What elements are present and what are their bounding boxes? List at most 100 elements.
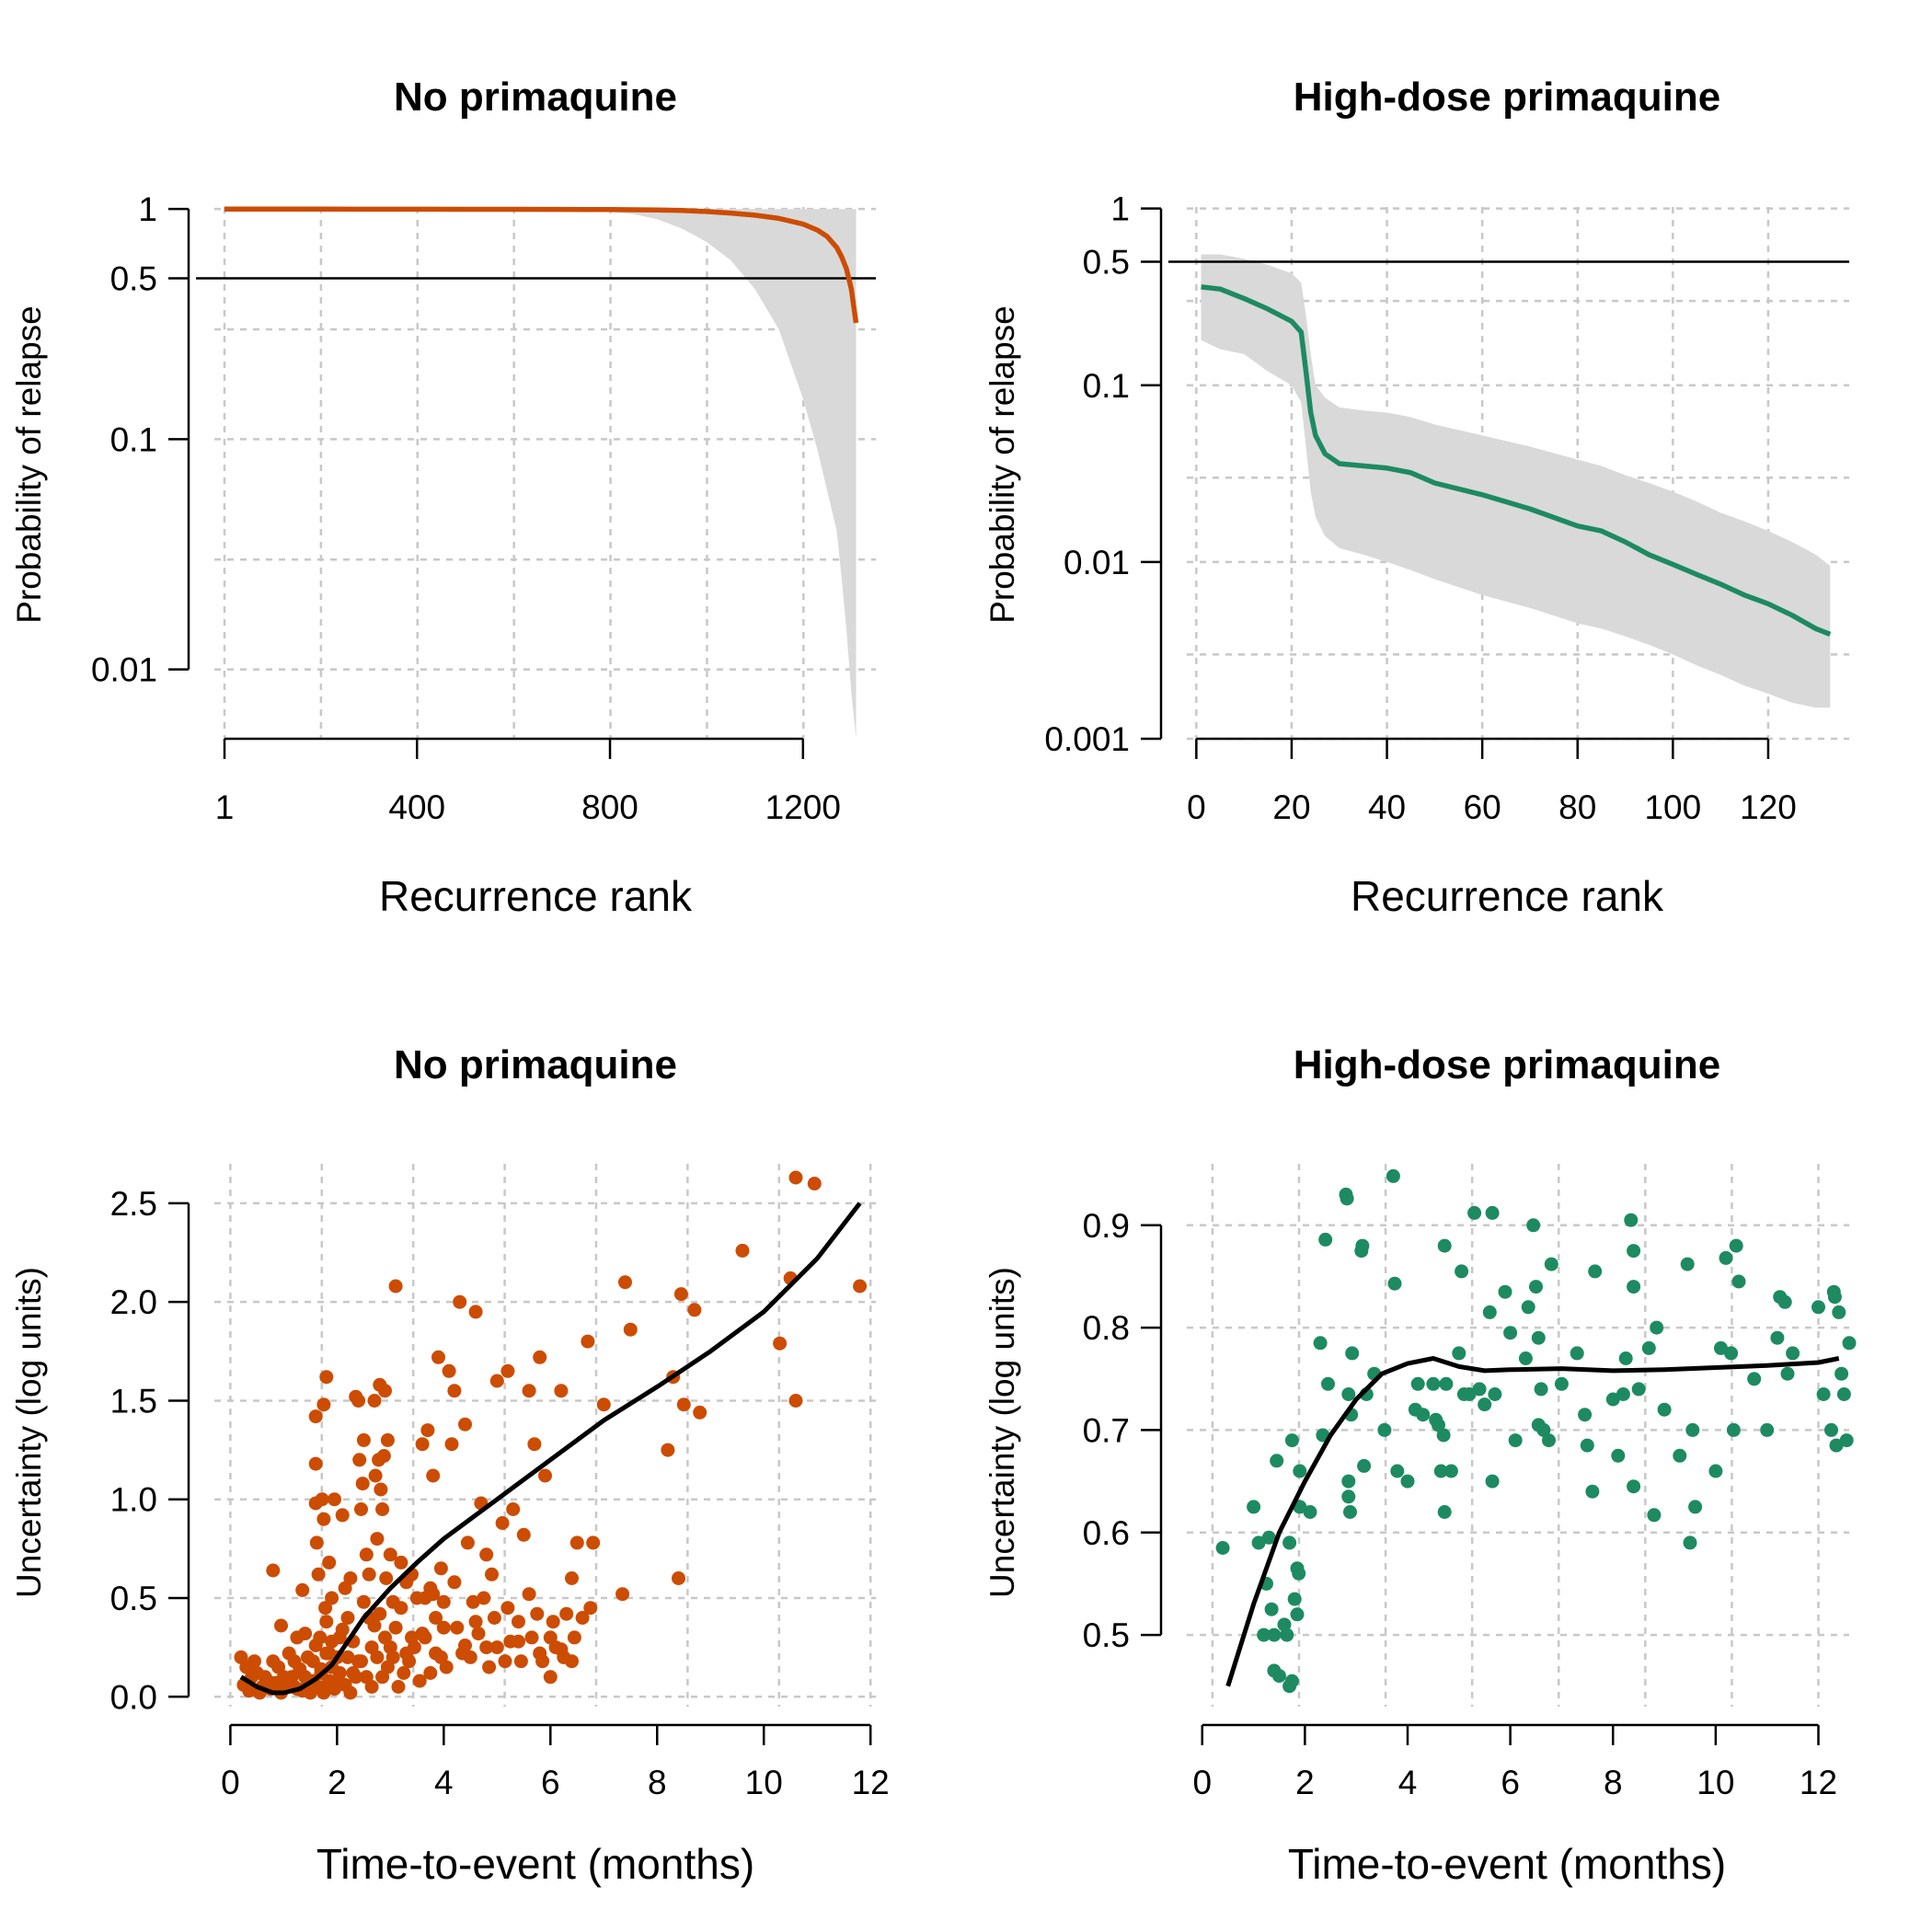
data-point	[482, 1660, 497, 1674]
data-point	[1526, 1218, 1541, 1233]
x-tick-label: 12	[1800, 1764, 1837, 1801]
data-point	[524, 1630, 539, 1645]
y-tick-label: 0.01	[91, 651, 157, 689]
data-point	[415, 1627, 430, 1641]
data-point	[1641, 1340, 1656, 1355]
data-point	[1443, 1464, 1458, 1478]
y-tick-label: 1.0	[110, 1481, 157, 1519]
data-point	[319, 1646, 334, 1661]
data-point	[383, 1547, 397, 1562]
data-point	[1340, 1191, 1354, 1206]
data-point	[354, 1502, 368, 1516]
data-point	[788, 1170, 803, 1185]
data-point	[1267, 1627, 1282, 1642]
data-point	[1400, 1474, 1415, 1489]
data-point	[1293, 1464, 1307, 1478]
y-axis-label: Uncertainty (log units)	[10, 1267, 48, 1598]
data-point	[1708, 1464, 1723, 1478]
data-point	[554, 1384, 569, 1398]
data-point	[1432, 1418, 1445, 1432]
data-point	[388, 1279, 403, 1294]
data-point	[500, 1363, 515, 1378]
data-point	[373, 1606, 387, 1621]
y-tick-label: 0.0	[110, 1678, 157, 1716]
x-tick-label: 400	[388, 788, 445, 826]
data-point	[367, 1618, 382, 1633]
data-point	[423, 1666, 438, 1680]
y-tick-label: 0.5	[110, 259, 157, 297]
x-tick-label: 60	[1464, 788, 1501, 826]
y-tick-label: 2.0	[110, 1283, 157, 1321]
x-tick-label: 6	[1501, 1764, 1520, 1801]
x-axis-label: Recurrence rank	[1351, 872, 1664, 920]
uncertainty-band	[224, 209, 857, 739]
data-point	[1729, 1238, 1743, 1253]
data-point	[352, 1453, 367, 1467]
data-point	[274, 1618, 288, 1633]
x-tick-label: 20	[1272, 788, 1310, 826]
data-point	[325, 1634, 339, 1649]
x-tick-label: 2	[328, 1764, 347, 1801]
data-point	[1544, 1257, 1558, 1271]
data-point	[673, 1287, 688, 1302]
data-point	[522, 1587, 536, 1602]
data-point	[485, 1567, 499, 1581]
data-point	[1485, 1474, 1500, 1489]
data-point	[495, 1516, 510, 1530]
data-point	[1588, 1264, 1603, 1279]
data-point	[1247, 1500, 1261, 1514]
x-tick-label: 40	[1368, 788, 1406, 826]
data-point	[367, 1394, 382, 1408]
data-point	[379, 1571, 394, 1585]
data-point	[468, 1305, 483, 1319]
data-point	[1657, 1402, 1672, 1417]
uncertainty-band	[1201, 254, 1831, 708]
data-point	[397, 1666, 411, 1680]
y-tick-label: 0.5	[110, 1580, 157, 1617]
data-point	[439, 1660, 454, 1674]
y-tick-label: 0.7	[1083, 1411, 1130, 1449]
data-point	[1345, 1346, 1360, 1361]
data-point	[581, 1334, 595, 1349]
data-point	[1321, 1376, 1335, 1391]
data-point	[543, 1630, 558, 1645]
data-point	[375, 1502, 390, 1516]
y-axis-label: Probability of relapse	[983, 305, 1021, 624]
data-point	[322, 1555, 337, 1570]
data-point	[1531, 1330, 1546, 1345]
y-tick-label: 0.9	[1083, 1207, 1130, 1245]
data-point	[623, 1322, 638, 1337]
data-point	[1426, 1376, 1441, 1391]
data-point	[1829, 1438, 1844, 1453]
data-point	[1683, 1535, 1697, 1550]
x-tick-label: 0	[1192, 1764, 1212, 1801]
data-point	[661, 1443, 675, 1457]
data-point	[1580, 1438, 1594, 1453]
smoothed-trend-line	[1225, 1356, 1840, 1687]
data-point	[453, 1294, 467, 1309]
data-point	[1452, 1346, 1466, 1361]
data-point	[1534, 1382, 1548, 1397]
data-point	[506, 1502, 521, 1516]
data-point	[1724, 1346, 1739, 1361]
x-tick-label: 4	[1398, 1764, 1418, 1801]
x-tick-label: 1200	[765, 788, 841, 826]
data-point	[458, 1417, 472, 1432]
data-point	[1618, 1351, 1633, 1365]
data-point	[1688, 1500, 1703, 1514]
data-point	[332, 1666, 347, 1680]
data-point	[543, 1670, 558, 1685]
x-tick-label: 0	[1187, 788, 1206, 826]
data-point	[1605, 1392, 1620, 1407]
panel-title: No primaquine	[394, 1042, 677, 1087]
data-point	[1433, 1464, 1448, 1478]
data-point	[1261, 1530, 1276, 1545]
data-point	[1536, 1422, 1551, 1437]
data-point	[364, 1680, 379, 1694]
data-point	[477, 1591, 491, 1605]
data-marks	[1201, 284, 1832, 637]
data-point	[487, 1611, 501, 1625]
data-point	[1842, 1336, 1857, 1351]
data-point	[565, 1654, 579, 1669]
